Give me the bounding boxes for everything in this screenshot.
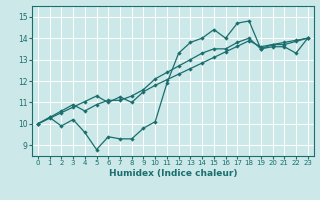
X-axis label: Humidex (Indice chaleur): Humidex (Indice chaleur) — [108, 169, 237, 178]
